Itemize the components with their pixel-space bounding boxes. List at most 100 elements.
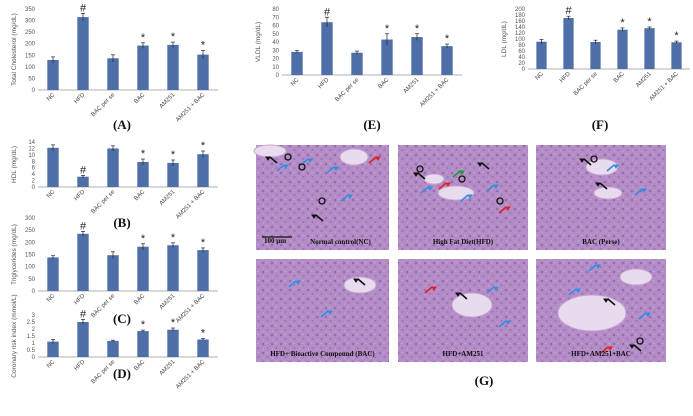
histology-image: HFD+AM251	[398, 259, 528, 362]
x-tick-label: NC	[535, 71, 546, 82]
bar	[137, 331, 149, 357]
significance-mark: *	[141, 148, 146, 160]
x-tick-label: BAC	[133, 359, 146, 372]
arrow-head	[307, 158, 313, 163]
y-tick-label: 180	[515, 13, 526, 19]
x-tick-label: BAC	[133, 189, 146, 202]
panel-label: (B)	[113, 215, 130, 230]
y-tick-label: 0	[276, 73, 280, 79]
arrow-head	[477, 162, 483, 167]
circle-marker	[284, 153, 292, 161]
arrow-marker	[486, 286, 495, 294]
significance-mark: *	[171, 149, 176, 161]
significance-mark: #	[80, 164, 87, 176]
y-tick-label: 0	[32, 289, 36, 295]
y-tick-label: 40	[272, 40, 279, 46]
y-tick-label: 200	[25, 42, 36, 48]
y-tick-label: 150	[25, 253, 36, 259]
y-tick-label: 100	[25, 65, 36, 71]
circle-marker	[590, 155, 598, 163]
y-tick-label: 60	[518, 49, 525, 55]
y-tick-label: 10	[272, 65, 279, 71]
bar	[197, 339, 209, 357]
arrow-head	[613, 164, 619, 169]
arrow-marker	[607, 298, 616, 306]
bar	[107, 148, 119, 187]
bar	[77, 17, 89, 91]
circle-marker	[318, 197, 326, 205]
bar	[107, 58, 119, 90]
histology-image: BAC (Perse)	[536, 145, 666, 250]
arrow-marker	[368, 156, 377, 164]
significance-mark: #	[565, 5, 572, 17]
x-tick-label: HFD	[73, 293, 86, 306]
arrow-head	[375, 156, 381, 161]
bar	[47, 147, 59, 187]
arrow-head	[459, 170, 465, 175]
arrow-marker	[288, 280, 297, 288]
bar	[671, 42, 682, 69]
y-tick-label: 150	[25, 53, 36, 59]
x-tick-label: HFD	[559, 71, 572, 84]
y-tick-label: 1.5	[27, 334, 36, 340]
vessel-lumen	[593, 186, 623, 200]
vessel-lumen	[585, 158, 619, 176]
arrow-head	[347, 194, 353, 199]
y-tick-label: 160	[515, 19, 526, 25]
panel-label: (D)	[113, 366, 131, 381]
y-tick-label: 80	[518, 43, 525, 49]
bar	[291, 51, 303, 75]
y-tick-label: 0	[32, 355, 36, 361]
y-axis-label: HDL (mg/dL)	[11, 146, 18, 183]
arrow-head	[455, 292, 461, 297]
significance-mark: #	[80, 2, 87, 14]
y-tick-label: 12	[28, 146, 35, 152]
y-tick-label: 40	[518, 55, 525, 61]
arrow-head	[629, 344, 635, 349]
arrow-marker	[498, 206, 507, 214]
arrow-head	[311, 214, 317, 219]
bar	[77, 322, 89, 357]
x-tick-label: HFD	[73, 189, 86, 202]
tissue-section	[256, 259, 389, 362]
arrow-head	[579, 158, 585, 163]
arrow-marker	[269, 156, 278, 164]
y-tick-label: 120	[515, 31, 526, 37]
arrow-marker	[568, 288, 577, 296]
x-tick-label: NC	[46, 293, 57, 304]
significance-mark: *	[201, 237, 206, 249]
arrow-marker	[340, 194, 349, 202]
bar	[381, 39, 393, 75]
arrow-head	[607, 346, 613, 351]
y-tick-label: 3	[32, 313, 36, 319]
panel-label: (G)	[475, 373, 494, 388]
chart-a: 0 50 100 150 200 250 300 350 Total Cholesterol (…	[11, 2, 218, 132]
y-tick-label: 30	[272, 48, 279, 54]
y-tick-label: 20	[518, 61, 525, 67]
vessel-lumen	[437, 185, 475, 201]
vessel-lumen	[343, 276, 377, 294]
circle-marker	[416, 165, 424, 173]
image-caption: HFD+ Bioactive Compound (BAC)	[270, 350, 375, 358]
bar	[197, 154, 209, 187]
significance-mark: #	[80, 220, 87, 232]
x-tick-label: AM251 + BAC	[175, 359, 207, 391]
bar	[197, 54, 209, 90]
bar	[197, 250, 209, 291]
y-tick-label: 10	[28, 153, 35, 159]
significance-mark: *	[415, 23, 420, 35]
significance-mark: *	[141, 32, 146, 44]
x-tick-label: BAC per se	[90, 92, 116, 118]
y-tick-label: 250	[25, 228, 36, 234]
bar	[47, 59, 59, 90]
y-tick-label: 0	[32, 88, 36, 94]
arrow-head	[493, 286, 499, 291]
vessel-lumen	[339, 148, 369, 166]
y-tick-label: 350	[25, 7, 36, 13]
y-tick-label: 2.5	[27, 320, 36, 326]
significance-mark: *	[201, 328, 206, 340]
arrow-head	[327, 310, 333, 315]
